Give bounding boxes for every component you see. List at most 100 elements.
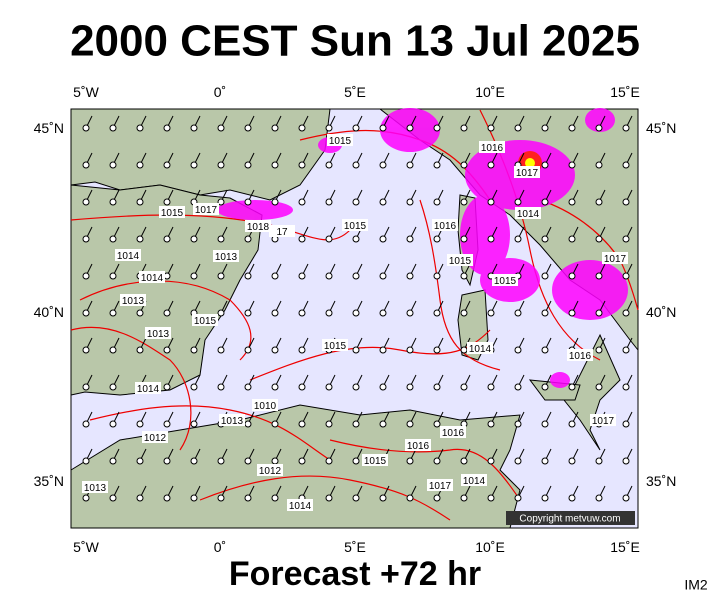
isobar-label-bg [82,481,108,493]
station [541,346,549,354]
station [433,457,441,465]
isobar-label-bg [461,474,487,486]
isobar-label-bg [427,479,453,491]
station [244,198,252,206]
station [487,235,495,243]
lon-label: 10˚E [475,539,505,555]
station [568,272,576,280]
lat-label: 45˚N [34,120,64,136]
isobar-label: 1015 [449,256,472,267]
station [460,161,468,169]
station [487,457,495,465]
station [433,235,441,243]
isobar-label-bg [405,439,431,451]
isobar-label: 1015 [161,208,184,219]
isobar-label-bg [440,426,466,438]
station [136,309,144,317]
station [271,309,279,317]
station [271,383,279,391]
station [541,124,549,132]
station [622,124,630,132]
station [487,198,495,206]
station [487,420,495,428]
station [433,346,441,354]
station [406,198,414,206]
station [514,494,522,502]
station [541,235,549,243]
station [352,235,360,243]
station [190,272,198,280]
isobar-label-bg [322,339,348,351]
station [352,309,360,317]
isobar-label: 17 [276,227,288,238]
station [163,383,171,391]
isobar-label-bg [269,225,295,237]
isobar-label: 1015 [194,316,217,327]
station [271,124,279,132]
station [298,198,306,206]
isobar-label-bg [192,314,218,326]
station [541,198,549,206]
station [379,346,387,354]
station [190,161,198,169]
station [622,161,630,169]
isobar-label: 1016 [407,441,430,452]
station [379,420,387,428]
isobar-label-bg [142,431,168,443]
station [217,346,225,354]
isobar-label-bg [362,454,388,466]
station [379,494,387,502]
station [406,383,414,391]
lon-label: 5˚W [73,539,99,555]
station [244,346,252,354]
station [136,198,144,206]
station [109,346,117,354]
isobars [70,109,639,521]
isobar-label: 1010 [254,401,277,412]
isobar-label-bg [252,399,278,411]
station [622,272,630,280]
lon-label: 5˚E [344,84,366,100]
station [271,272,279,280]
station [298,272,306,280]
station [298,346,306,354]
isobar-label: 1013 [84,483,107,494]
station [595,457,603,465]
station [298,161,306,169]
lon-label: 5˚E [344,539,366,555]
station [163,124,171,132]
station [460,198,468,206]
corner-label: IM2 [684,577,708,593]
station [406,272,414,280]
station [487,161,495,169]
isobar-label-bg [245,220,271,232]
isobar-label: 1016 [434,221,457,232]
station [568,309,576,317]
station [514,346,522,354]
isobar-label: 1017 [195,205,218,216]
isobar-label-bg [135,382,161,394]
isobar-label: 1018 [247,222,270,233]
station [136,420,144,428]
station [379,272,387,280]
station [352,124,360,132]
station [541,272,549,280]
station [352,383,360,391]
station [217,161,225,169]
station [325,309,333,317]
station [379,309,387,317]
isobar-label: 1017 [592,416,615,427]
isobar-label: 1014 [469,344,492,355]
station [487,494,495,502]
station [541,383,549,391]
station [406,309,414,317]
station [514,420,522,428]
station [622,457,630,465]
station [109,457,117,465]
precipitation-core [525,158,535,168]
isobar-label-bg [213,250,239,262]
lon-label: 10˚E [475,84,505,100]
isobar-label-bg [327,134,353,146]
isobar-label-bg [219,414,245,426]
